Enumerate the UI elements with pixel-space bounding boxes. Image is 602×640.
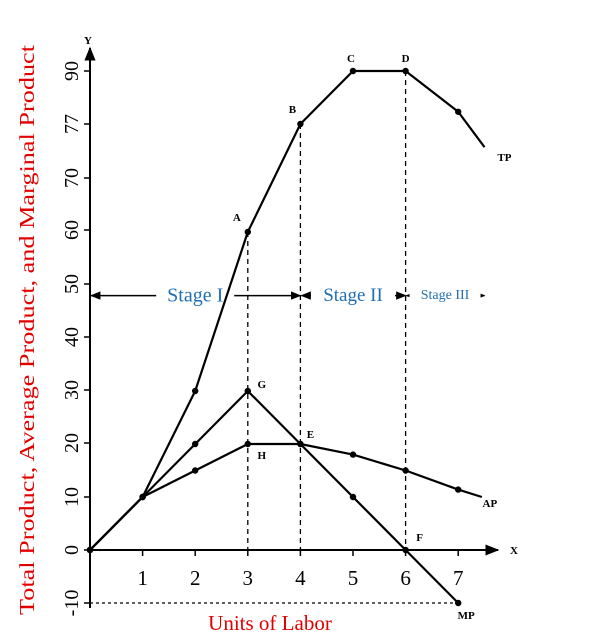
data-point-mp [244, 387, 251, 395]
data-point-mp [297, 440, 304, 448]
point-label-a: A [233, 212, 241, 224]
x-tick-label: 3 [243, 566, 254, 590]
curves: TP AP MP [86, 67, 512, 622]
series-line-mp [89, 389, 459, 604]
point-label-g: G [258, 379, 267, 391]
data-point-mp [139, 493, 146, 501]
stage-label-background [311, 284, 395, 307]
series-name-mp: MP [458, 610, 475, 622]
y-tick-label: -10 [61, 590, 83, 617]
stage-label: Stage II [323, 285, 383, 306]
data-point-mp [455, 599, 462, 607]
dashed-guides [90, 71, 459, 604]
data-point-tp [297, 120, 304, 128]
y-tick-label: 0 [61, 545, 83, 555]
data-point-mp [349, 493, 357, 501]
y-tick-label: 77 [61, 114, 83, 134]
point-labels: A B C D G H E F [233, 53, 423, 544]
data-point-tp [349, 67, 357, 75]
y-tick-label: 40 [61, 327, 83, 347]
x-tick-label: 7 [453, 566, 464, 590]
x-axis-label: Units of Labor [208, 611, 332, 635]
series-name-tp: TP [497, 152, 511, 164]
x-tick-label: 5 [348, 566, 359, 590]
data-point-ap [455, 486, 462, 493]
ticks: 1 2 3 4 5 6 7 -10 0 10 20 30 40 50 60 70 77 90 [61, 61, 463, 616]
stage-label: Stage III [421, 288, 470, 303]
x-tick-label: 4 [295, 566, 306, 590]
series-name-ap: AP [483, 498, 498, 510]
data-point-mp [192, 440, 199, 448]
data-point-ap [192, 467, 199, 474]
x-tick-label: 1 [137, 566, 148, 590]
y-tick-label: 50 [61, 274, 83, 294]
stage-label: Stage I [167, 285, 223, 307]
stage-label-background [409, 287, 481, 304]
y-tick-label: 70 [61, 168, 83, 188]
point-label-d: D [402, 53, 410, 65]
stage-label-background [156, 283, 235, 308]
x-tick-label: 2 [190, 566, 201, 590]
data-point-tp [455, 108, 462, 115]
point-label-c: C [347, 53, 355, 65]
axes: X Y [84, 35, 518, 608]
y-tick-label: 60 [61, 220, 83, 240]
y-axis-letter: Y [84, 35, 92, 47]
point-label-f: F [416, 532, 423, 544]
data-point-mp [402, 546, 409, 554]
data-point-ap [402, 467, 409, 474]
data-point-tp [192, 387, 199, 395]
y-tick-label: 10 [61, 487, 83, 507]
point-label-h: H [258, 450, 267, 462]
point-label-e: E [307, 429, 314, 441]
series-line-ap [89, 442, 483, 551]
x-tick-label: 6 [400, 566, 411, 590]
data-point-ap [244, 440, 251, 448]
y-tick-label: 30 [61, 380, 83, 400]
data-point-ap [349, 451, 357, 458]
point-label-b: B [289, 104, 297, 116]
x-axis-letter: X [510, 545, 518, 557]
data-point-mp [86, 546, 94, 554]
data-point-tp [402, 67, 409, 75]
y-tick-label: 20 [61, 433, 83, 453]
data-point-tp [244, 228, 251, 236]
y-tick-label: 90 [61, 61, 83, 81]
stage-arrows: Stage I Stage II Stage III [89, 283, 486, 308]
y-axis-label: Total Product, Average Product, and Marg… [15, 45, 39, 615]
